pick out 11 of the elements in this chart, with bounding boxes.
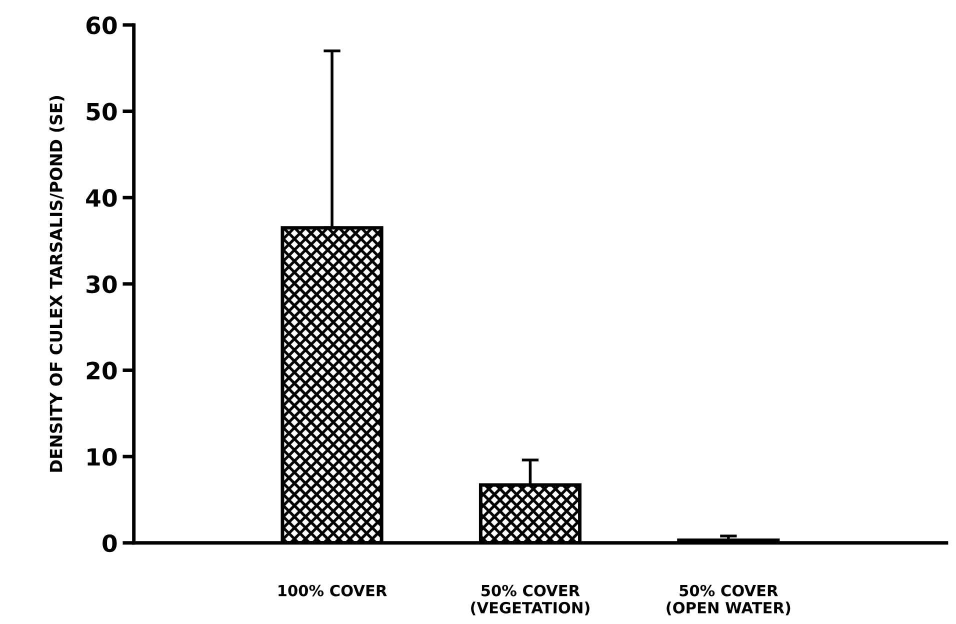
- y-tick-label: 60: [86, 16, 117, 34]
- x-tick-label: 50% COVER (VEGETATION): [471, 584, 590, 616]
- x-tick-label: 50% COVER (OPEN WATER): [666, 584, 790, 616]
- y-tick-label: 0: [102, 534, 117, 552]
- y-axis-title: DENSITY OF CULEX TARSALIS/POND (SE): [49, 96, 64, 472]
- y-tick-label: 10: [88, 448, 117, 466]
- y-tick-label: 40: [86, 189, 117, 207]
- y-tick-label: 50: [86, 102, 117, 121]
- x-tick-label: 100% COVER: [278, 584, 387, 596]
- y-tick-label: 30: [86, 275, 117, 294]
- y-tick-label: 20: [86, 362, 117, 380]
